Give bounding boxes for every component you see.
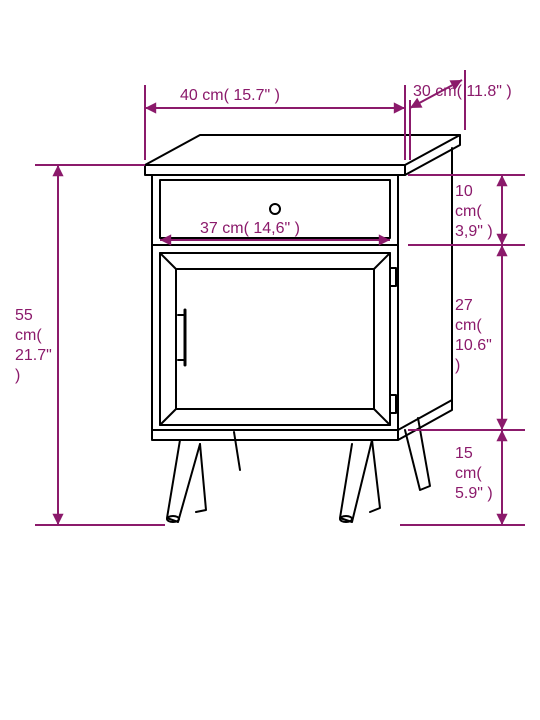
label-leg-h-2: cm( — [455, 465, 482, 482]
label-door-h-3: 10.6" — [455, 337, 492, 354]
label-drawer-h-3: 3,9" ) — [455, 223, 493, 240]
label-width: 40 cm( 15.7" ) — [180, 87, 280, 104]
label-drawer-h-1: 10 — [455, 183, 473, 200]
label-door-h-1: 27 — [455, 297, 473, 314]
label-inner-width: 37 cm( 14,6" ) — [200, 220, 300, 237]
label-leg-h-3: 5.9" ) — [455, 485, 493, 502]
label-door-h-4: ) — [455, 357, 460, 374]
label-depth: 30 cm( 11.8" ) — [413, 83, 512, 100]
label-leg-h-1: 15 — [455, 445, 473, 462]
label-total-h-1: 55 — [15, 307, 33, 324]
cabinet-outline — [145, 135, 460, 522]
label-total-h-4: ) — [15, 367, 20, 384]
label-total-h-2: cm( — [15, 327, 42, 344]
label-total-h-3: 21.7" — [15, 347, 52, 364]
dimension-diagram: 40 cm( 15.7" ) 30 cm( 11.8" ) 37 cm( 14,… — [0, 0, 540, 720]
label-door-h-2: cm( — [455, 317, 482, 334]
label-drawer-h-2: cm( — [455, 203, 482, 220]
